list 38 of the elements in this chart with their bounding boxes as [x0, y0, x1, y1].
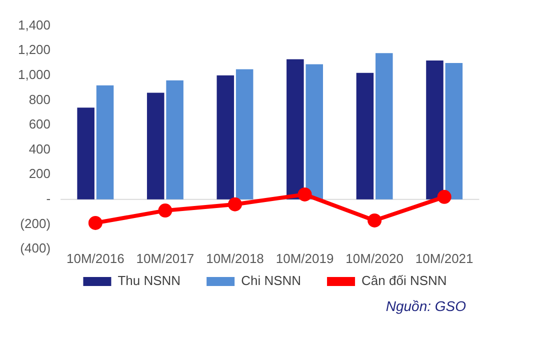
y-tick-label: 800	[28, 92, 51, 107]
bar	[77, 108, 94, 200]
y-tick-label: 400	[28, 141, 51, 156]
y-tick-label: -	[46, 190, 51, 206]
text: Nguồn: GSO	[384, 298, 467, 314]
y-tick-label: 1,000	[18, 66, 51, 82]
y-tick-label: 1,200	[18, 42, 51, 58]
y-tick-label: 1,400	[18, 17, 51, 32]
bar	[216, 75, 234, 200]
bar	[306, 64, 324, 200]
point	[368, 213, 382, 228]
bar	[96, 85, 114, 200]
y-tick-label: 600	[28, 116, 51, 132]
point	[228, 197, 242, 212]
bar	[426, 60, 444, 200]
x-tick-label: 10M/2020	[346, 250, 404, 266]
point	[158, 204, 172, 218]
legend-label: Chi NSNN	[241, 273, 302, 288]
point	[437, 190, 452, 204]
y-tick-label: (400)	[20, 240, 51, 256]
bar	[376, 53, 393, 200]
x-tick-label: 10M/2018	[206, 250, 264, 266]
bar	[445, 63, 463, 200]
bar	[356, 72, 374, 200]
x-tick-label: 10M/2021	[415, 250, 474, 266]
point	[88, 216, 102, 230]
bar	[146, 92, 164, 200]
x-tick-label: 10M/2019	[276, 250, 334, 266]
y-tick-label: 200	[28, 166, 51, 182]
bar	[166, 80, 184, 200]
legend-label: Thu NSNN	[118, 273, 181, 288]
x-tick-label: 10M/2016	[66, 250, 124, 266]
point	[298, 187, 312, 202]
bar	[236, 69, 254, 200]
y-tick-label: (200)	[20, 216, 51, 231]
legend-label: Cân đối NSNN	[362, 273, 447, 288]
x-tick-label: 10M/2017	[136, 250, 194, 266]
bar	[286, 59, 304, 200]
